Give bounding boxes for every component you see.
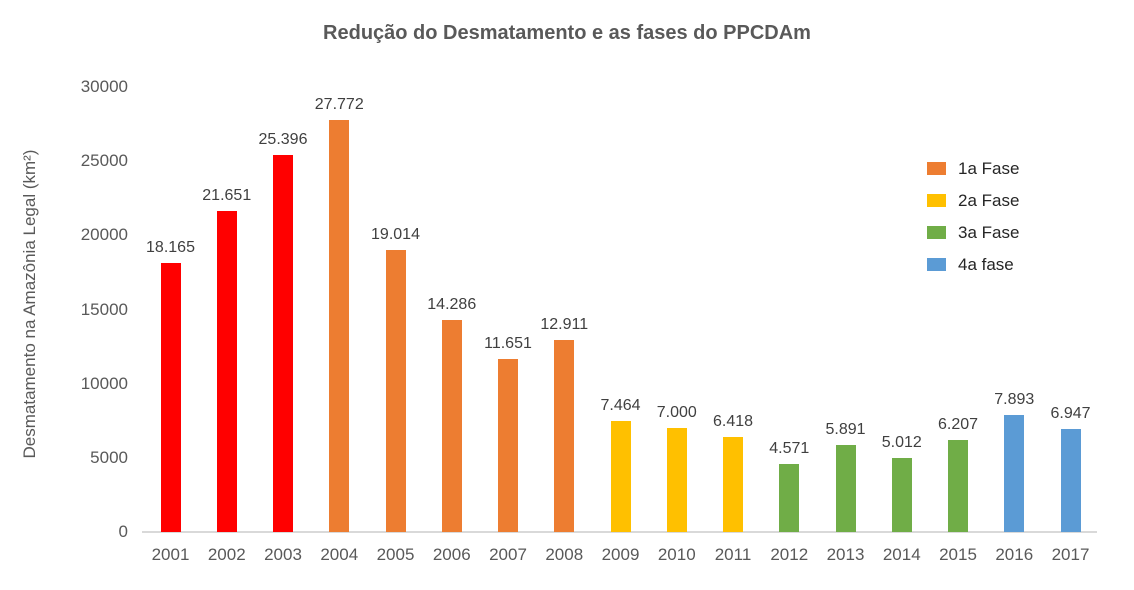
legend-label: 1a Fase [958, 159, 1020, 178]
bar-value-label-2003: 25.396 [258, 131, 308, 148]
legend-swatch [927, 194, 946, 207]
y-tick-label: 20000 [80, 225, 128, 245]
legend-swatch [927, 162, 946, 175]
legend-entry: 3a Fase [927, 223, 1020, 242]
bar-2010 [666, 428, 687, 532]
bar-2013 [835, 445, 856, 532]
bar-value-label-2005: 19.014 [371, 226, 420, 243]
x-axis-label-2003: 2003 [264, 545, 302, 564]
x-axis-label-2015: 2015 [939, 545, 977, 564]
x-axis-label-2001: 2001 [151, 545, 190, 564]
bar-value-label-2013: 5.891 [825, 421, 866, 438]
legend-swatch [927, 226, 946, 239]
y-tick-label: 5000 [90, 447, 128, 467]
bar-2006 [441, 320, 462, 532]
bar-value-label-2009: 7.464 [600, 397, 641, 414]
y-tick-label: 0 [118, 522, 128, 541]
x-axis-label-2014: 2014 [882, 545, 921, 564]
bar-2008 [554, 340, 575, 532]
bar-2004 [329, 120, 350, 532]
bar-value-label-2014: 5.012 [881, 434, 922, 451]
x-axis-label-2013: 2013 [826, 545, 865, 564]
legend-swatch [927, 258, 946, 271]
bar-2009 [610, 421, 631, 532]
bar-2011 [723, 437, 743, 532]
bar-2002 [216, 211, 237, 532]
bar-2017 [1060, 429, 1081, 532]
bar-2007 [498, 359, 518, 532]
x-axis-label-2004: 2004 [320, 545, 359, 564]
bar-value-label-2004: 27.772 [314, 96, 364, 113]
bar-value-label-2007: 11.651 [484, 335, 532, 352]
legend-entry: 2a Fase [927, 191, 1020, 210]
bar-value-label-2010: 7.000 [656, 404, 697, 421]
legend-label: 2a Fase [958, 191, 1020, 210]
legend-label: 3a Fase [958, 223, 1020, 242]
bar-2015 [948, 440, 968, 532]
x-axis-label-2008: 2008 [545, 545, 584, 564]
x-axis-label-2007: 2007 [489, 545, 527, 564]
bar-value-label-2001: 18.165 [146, 239, 195, 256]
x-axis-label-2005: 2005 [376, 545, 415, 564]
bar-value-label-2006: 14.286 [427, 296, 477, 313]
y-tick-label: 15000 [80, 299, 128, 319]
bar-value-label-2011: 6.418 [712, 413, 754, 430]
bar-value-label-2002: 21.651 [202, 187, 252, 204]
legend: 1a Fase 2a Fase 3a Fase 4a fase [927, 159, 1020, 290]
x-axis-line [142, 531, 1097, 533]
x-axis-label-2006: 2006 [432, 545, 471, 564]
bar-value-label-2012: 4.571 [769, 440, 810, 457]
x-axis-label-2002: 2002 [207, 545, 246, 564]
y-tick-label: 30000 [80, 77, 128, 96]
bar-2003 [273, 155, 293, 532]
x-axis-label-2016: 2016 [995, 545, 1034, 564]
legend-entry: 4a fase [927, 255, 1019, 274]
chart-title: Redução do Desmatamento e as fases do PP… [323, 22, 811, 44]
bar-2001 [160, 263, 181, 532]
x-axis-label-2009: 2009 [601, 545, 640, 564]
bar-value-label-2015: 6.207 [937, 416, 979, 433]
x-axis-label-2017: 2017 [1051, 545, 1090, 564]
x-axis-label-2011: 2011 [714, 545, 752, 564]
bar-value-label-2008: 12.911 [540, 316, 589, 333]
x-axis-label-2012: 2012 [770, 545, 809, 564]
bar-2016 [1004, 415, 1025, 532]
bar-value-label-2016: 7.893 [994, 391, 1035, 408]
y-tick-label: 10000 [80, 373, 128, 393]
legend-entry: 1a Fase [927, 159, 1020, 178]
bar-2005 [385, 250, 406, 532]
x-axis-label-2010: 2010 [657, 545, 696, 564]
bar-2012 [779, 464, 800, 532]
legend-label: 4a fase [958, 255, 1014, 274]
bar-value-label-2017: 6.947 [1050, 405, 1091, 422]
bar-2014 [891, 458, 912, 532]
y-tick-label: 25000 [80, 151, 128, 171]
